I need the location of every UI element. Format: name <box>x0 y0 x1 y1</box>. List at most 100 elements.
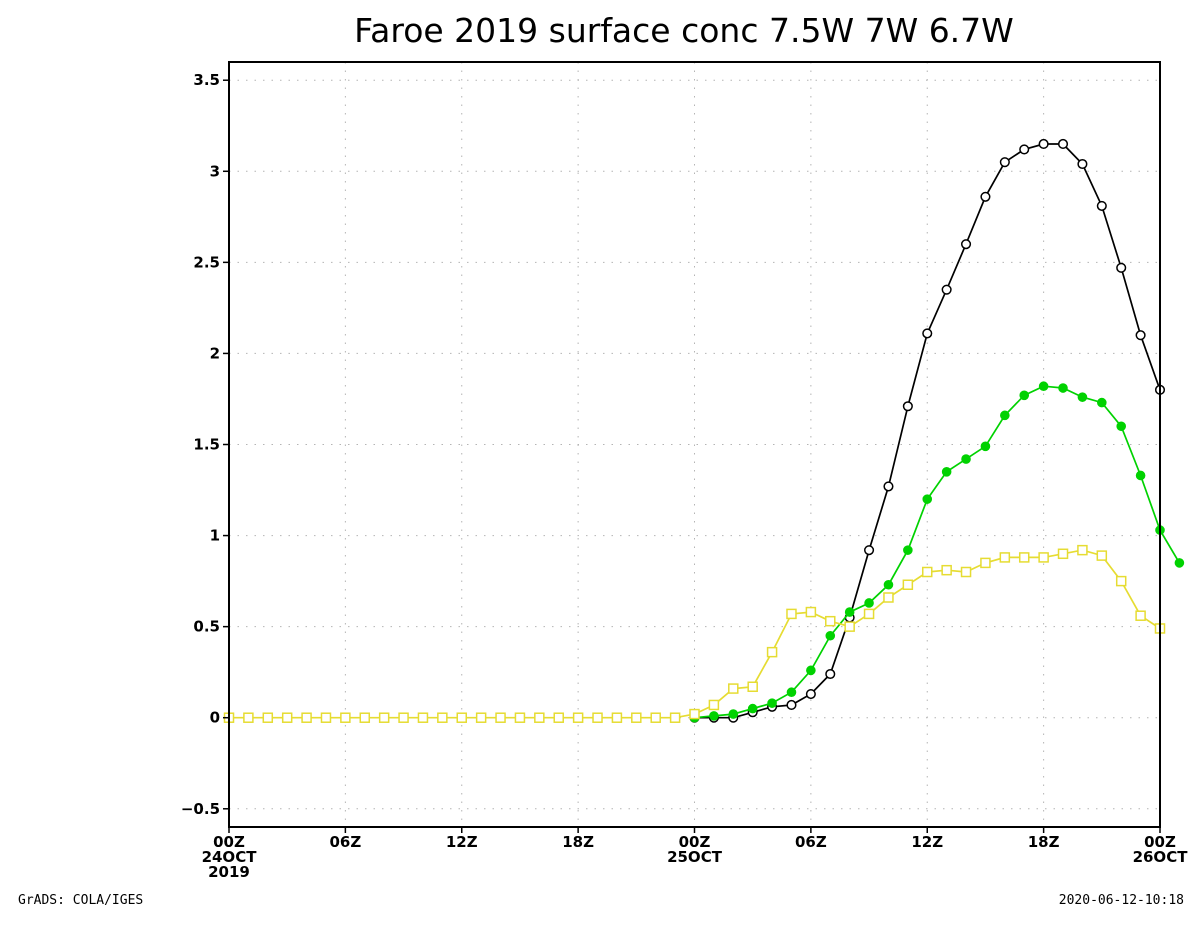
data-point <box>553 712 564 723</box>
data-point <box>786 699 797 711</box>
data-point <box>301 712 312 723</box>
data-point <box>883 592 894 603</box>
data-point <box>456 712 467 723</box>
y-tick-label: 0.5 <box>193 618 220 636</box>
data-point <box>1096 200 1107 211</box>
data-point <box>786 608 797 620</box>
data-point <box>1019 144 1030 155</box>
data-point <box>1135 330 1146 341</box>
data-point <box>514 712 526 723</box>
data-point <box>941 284 952 295</box>
data-point <box>398 712 409 723</box>
data-point <box>669 712 681 723</box>
chart-title: Faroe 2019 surface conc 7.5W 7W 6.7W <box>354 11 1014 50</box>
data-point <box>1000 410 1010 421</box>
data-point <box>805 688 816 700</box>
data-point <box>980 191 991 202</box>
data-point <box>863 608 875 620</box>
y-tick-label: 3.5 <box>193 71 220 89</box>
data-point <box>999 552 1011 563</box>
x-tick-label: 2019 <box>208 863 250 881</box>
data-point <box>844 607 855 617</box>
data-point <box>747 703 758 714</box>
data-point <box>1077 544 1088 556</box>
data-point <box>903 545 913 555</box>
data-point <box>1057 138 1069 150</box>
data-point <box>1116 421 1127 432</box>
y-tick-label: 0 <box>210 709 220 727</box>
grid-lines <box>229 62 1160 827</box>
data-point <box>1135 470 1146 481</box>
data-point <box>728 683 739 694</box>
data-point <box>960 566 972 578</box>
data-point <box>650 712 661 723</box>
data-point <box>883 481 894 492</box>
data-point <box>941 564 952 576</box>
data-point <box>495 712 506 723</box>
data-point <box>475 712 487 723</box>
y-tick-label: 2 <box>210 344 220 362</box>
data-point <box>534 712 545 723</box>
data-point <box>825 668 836 680</box>
data-point <box>902 401 913 412</box>
data-point <box>922 328 933 339</box>
data-point <box>844 621 855 632</box>
data-point <box>922 566 933 578</box>
data-point <box>378 712 390 723</box>
data-point <box>864 545 875 556</box>
y-tick-label: 3 <box>210 162 220 180</box>
data-point <box>999 157 1010 168</box>
y-tick-label: 2.5 <box>193 253 220 271</box>
data-point <box>243 712 254 723</box>
data-point <box>417 712 429 723</box>
data-point <box>922 494 933 504</box>
data-point <box>709 711 719 721</box>
x-tick-label: 06Z <box>795 833 827 851</box>
x-tick-label: 00Z <box>679 833 711 851</box>
data-point <box>1077 158 1088 170</box>
data-point <box>1058 383 1068 393</box>
data-point <box>767 698 777 708</box>
y-tick-label: 1 <box>210 527 220 545</box>
data-point <box>961 454 971 464</box>
data-point <box>1038 552 1049 563</box>
data-point <box>864 598 874 608</box>
data-point <box>631 712 642 723</box>
x-tick-label: 00Z <box>1144 833 1176 851</box>
data-point <box>1174 558 1185 568</box>
data-point <box>980 557 991 569</box>
data-point <box>805 606 817 618</box>
x-tick-label: 06Z <box>329 833 361 851</box>
data-point <box>1077 392 1088 402</box>
y-tick-label: 1.5 <box>193 436 220 454</box>
data-point <box>359 712 371 723</box>
data-point <box>320 712 332 723</box>
data-point <box>340 712 351 723</box>
data-point <box>941 467 952 477</box>
data-point <box>883 579 894 590</box>
data-point <box>806 665 816 676</box>
data-point <box>825 630 836 641</box>
data-point <box>825 615 836 627</box>
y-tick-label: −0.5 <box>181 800 220 818</box>
footer-right: 2020-06-12-10:18 <box>1059 893 1184 908</box>
data-point <box>1115 575 1127 587</box>
data-point <box>1116 262 1127 273</box>
series-2 <box>689 381 1185 723</box>
data-point <box>786 687 797 698</box>
x-tick-label: 18Z <box>562 833 594 851</box>
data-point <box>572 712 584 723</box>
data-point <box>766 646 778 658</box>
data-point <box>980 441 991 452</box>
series-line <box>229 549 1161 719</box>
data-point <box>611 712 623 723</box>
footer-left: GrADS: COLA/IGES <box>18 893 143 908</box>
x-tick-label: 25OCT <box>667 848 723 866</box>
data-point <box>437 712 448 723</box>
series-1 <box>689 138 1166 723</box>
data-point <box>592 712 603 723</box>
data-point <box>1135 610 1146 621</box>
data-point <box>1097 397 1107 408</box>
data-point <box>708 699 720 711</box>
